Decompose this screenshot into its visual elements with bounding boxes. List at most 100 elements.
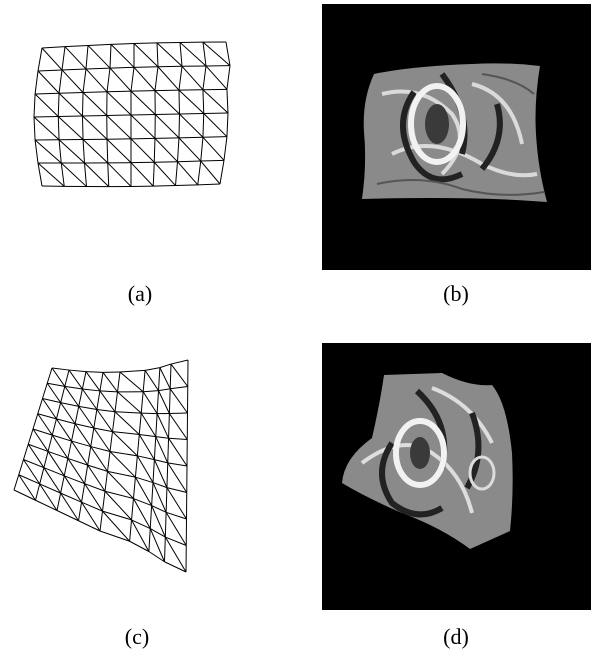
mesh-edge [156, 413, 170, 439]
mesh-edge [177, 137, 180, 162]
mesh-edge [135, 476, 154, 484]
mesh-edge [169, 388, 188, 414]
panel-c [10, 350, 230, 580]
mesh-edge [96, 409, 113, 432]
mesh-edge [102, 510, 132, 521]
mesh-edge [133, 43, 159, 68]
mesh-edge [33, 116, 60, 141]
mesh-edge [27, 443, 45, 468]
mesh-edge [197, 160, 202, 185]
mesh-edge [81, 483, 86, 503]
mesh-edge [60, 162, 65, 187]
mesh-edge [156, 390, 160, 414]
mesh-edge [64, 475, 85, 485]
mesh-edge [152, 459, 155, 483]
mesh-edge [58, 115, 83, 117]
mesh-edge [60, 162, 87, 187]
mesh-edge [71, 423, 76, 442]
mesh-edge [90, 446, 111, 452]
mesh-edge [152, 482, 167, 513]
mesh-edge [34, 70, 39, 95]
mesh-edge [33, 93, 36, 118]
mesh-edge [57, 93, 60, 117]
mesh-edge [32, 428, 49, 452]
mesh-edge [133, 66, 159, 68]
mesh-edge [42, 398, 57, 420]
mesh-edge [114, 391, 118, 412]
mesh-edge [154, 459, 168, 464]
mesh-edge [99, 511, 103, 532]
mesh-edge [109, 431, 113, 452]
mesh-edge [202, 113, 205, 138]
mesh-edge [202, 136, 225, 161]
mesh-edge [156, 42, 159, 67]
mesh-edge [114, 411, 142, 414]
mesh-edge [167, 462, 188, 467]
panel-b [322, 4, 591, 270]
mesh-edge [170, 359, 189, 365]
mesh-edge [37, 70, 60, 94]
mesh-edge [159, 367, 171, 389]
mesh-edge [154, 114, 180, 139]
mesh-edge [140, 391, 144, 414]
mesh-edge [202, 136, 227, 138]
mesh-edge [58, 69, 63, 94]
mesh-edge [107, 90, 132, 93]
mesh-edge [112, 431, 140, 435]
mesh-edge [155, 436, 169, 464]
mesh-edge [82, 139, 85, 164]
mesh-edge [32, 428, 53, 436]
mesh-edge [87, 45, 111, 69]
mesh-edge [90, 427, 95, 447]
mesh-edge [168, 388, 171, 414]
mesh-edge [119, 369, 146, 373]
mesh-edge [165, 511, 187, 520]
mesh-edge [153, 161, 176, 186]
mesh-edge [37, 398, 43, 414]
mesh-edge [82, 139, 109, 164]
mesh-edge [81, 371, 87, 390]
mesh-edge [84, 483, 103, 512]
mesh-edge [47, 435, 53, 452]
mesh-edge [18, 474, 40, 485]
mesh-edge [23, 444, 29, 460]
mesh-edge [181, 65, 204, 91]
mesh-edge [87, 43, 112, 46]
mesh-edge [202, 89, 229, 114]
mesh-edge [178, 66, 183, 91]
mesh-edge [60, 475, 65, 494]
mesh-edge [51, 434, 69, 459]
mesh-edge [132, 477, 136, 499]
mesh-edge [64, 44, 89, 48]
mesh-edge [170, 363, 189, 387]
mesh-edge [107, 471, 134, 499]
mesh-edge [155, 436, 169, 439]
mesh-edge [200, 160, 221, 185]
mesh-edge [200, 137, 204, 162]
textured-mesh-b [362, 63, 547, 203]
mesh-edge [104, 490, 132, 521]
mesh-edge [130, 67, 135, 92]
mesh-edge [154, 161, 178, 163]
mesh-edge [18, 459, 24, 475]
mesh-edge [168, 413, 170, 439]
textured-mesh-d [342, 373, 513, 549]
mesh-edge [223, 136, 228, 161]
mesh-edge [60, 386, 66, 403]
mesh-edge [117, 371, 121, 392]
mesh-edge [90, 446, 108, 472]
mesh-edge [106, 115, 132, 140]
mesh-edge [109, 451, 136, 478]
mesh-edge [39, 483, 61, 494]
mesh-edge [107, 162, 132, 187]
mesh-edge [179, 113, 204, 115]
mesh-edge [61, 46, 66, 71]
mesh-edge [154, 138, 178, 163]
mesh-edge [202, 42, 207, 67]
mesh-edge [226, 65, 231, 90]
mesh-edge [81, 501, 103, 512]
mesh-edge [131, 519, 151, 529]
mesh-edge [47, 382, 65, 387]
mesh-edge [82, 68, 87, 93]
mesh-edge [117, 391, 142, 414]
